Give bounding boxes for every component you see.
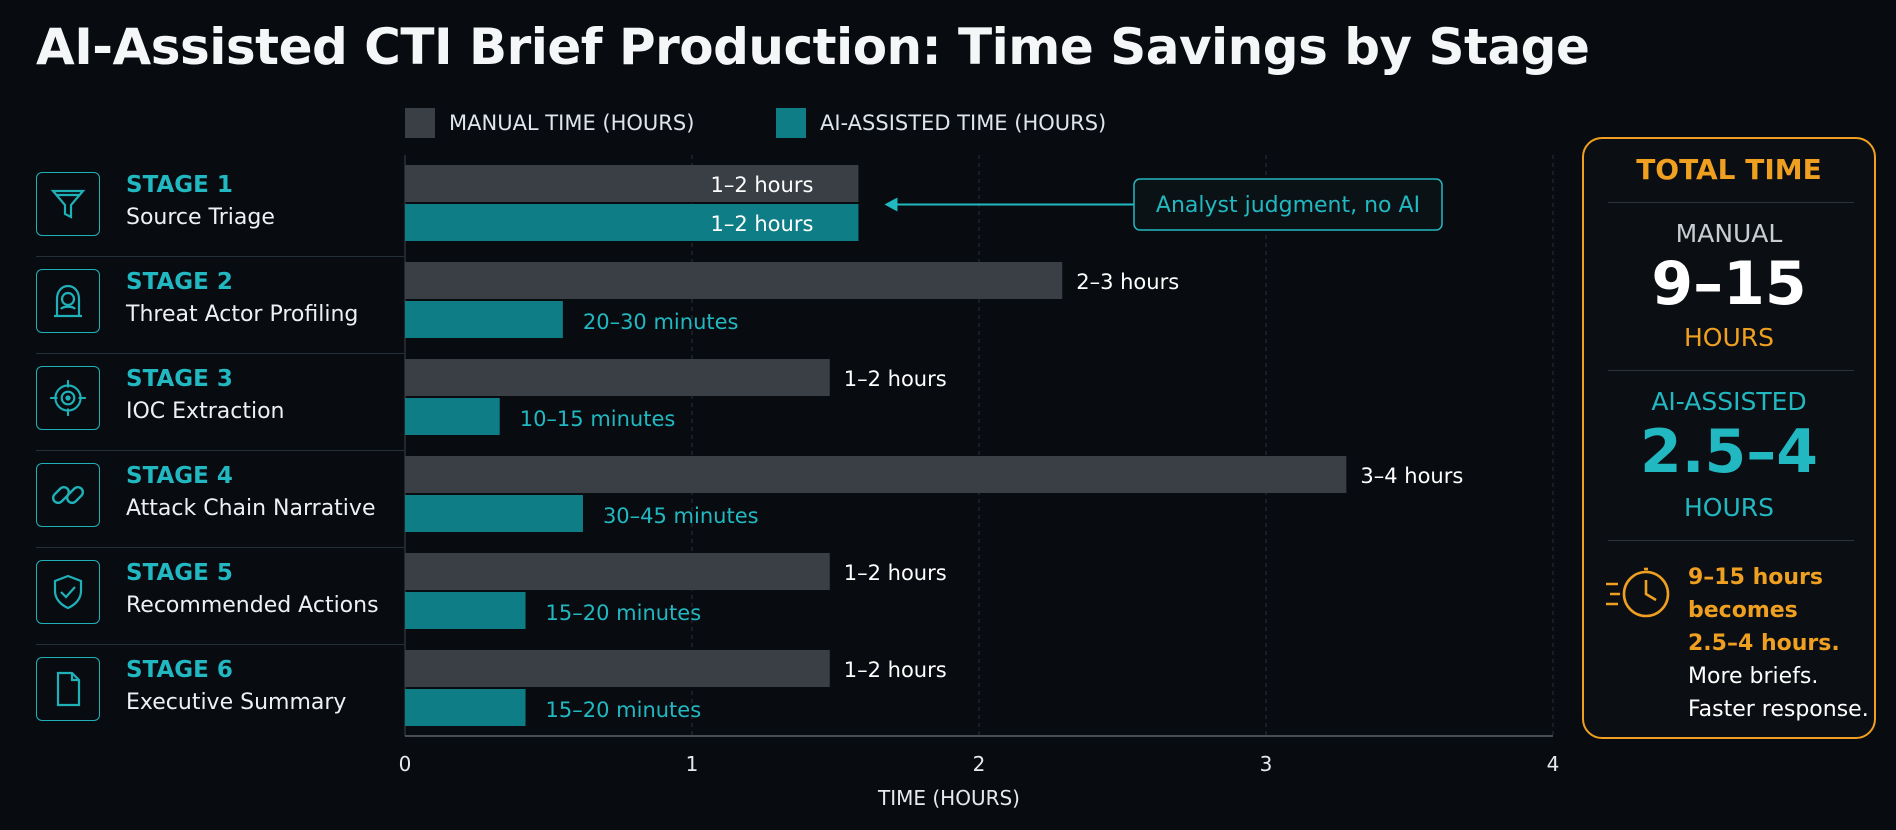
- stage-name: Recommended Actions: [126, 593, 379, 618]
- bar-ai: [405, 398, 500, 435]
- label-ai: 15–20 minutes: [546, 698, 702, 722]
- document-icon: [36, 657, 100, 721]
- callout-line-5: Faster response.: [1688, 697, 1869, 722]
- label-ai: 1–2 hours: [710, 212, 813, 236]
- stage-number: STAGE 4: [126, 463, 233, 489]
- legend-manual: MANUAL TIME (HOURS): [405, 108, 694, 138]
- funnel-icon: [36, 172, 100, 236]
- x-tick-label: 2: [973, 752, 986, 776]
- stage-list: STAGE 1 Source Triage STAGE 2 Threat Act…: [36, 160, 404, 742]
- label-manual: 2–3 hours: [1076, 270, 1179, 294]
- bar-manual: [405, 456, 1347, 493]
- annotation-box: [1133, 178, 1443, 231]
- summary-callout-highlight: 9–15 hours becomes 2.5–4 hours.: [1688, 561, 1840, 660]
- callout-line-3: 2.5–4 hours.: [1688, 631, 1840, 656]
- bar-ai: [405, 592, 526, 629]
- bar-ai: [405, 689, 526, 726]
- label-ai: 15–20 minutes: [546, 601, 702, 625]
- bar-manual: [405, 359, 830, 396]
- annotation-arrowhead: [884, 197, 898, 212]
- summary-manual-label: MANUAL: [1675, 219, 1783, 248]
- label-manual: 1–2 hours: [844, 561, 947, 585]
- label-ai: 30–45 minutes: [603, 504, 759, 528]
- chain-link-icon: [36, 463, 100, 527]
- label-manual: 1–2 hours: [844, 367, 947, 391]
- stage-number: STAGE 2: [126, 269, 233, 295]
- x-tick-label: 1: [686, 752, 699, 776]
- x-tick-label: 4: [1547, 752, 1560, 776]
- stage-name: Executive Summary: [126, 690, 347, 715]
- summary-callout-tail: More briefs. Faster response.: [1688, 660, 1869, 726]
- stage-number: STAGE 6: [126, 657, 233, 683]
- stage-row-3: STAGE 3 IOC Extraction: [36, 354, 404, 451]
- label-manual: 1–2 hours: [710, 173, 813, 197]
- summary-ai-unit: HOURS: [1683, 493, 1774, 522]
- x-tick-label: 3: [1260, 752, 1273, 776]
- stage-row-6: STAGE 6 Executive Summary: [36, 645, 404, 742]
- bar-ai: [405, 495, 583, 532]
- bar-manual: [405, 650, 830, 687]
- stage-name: IOC Extraction: [126, 399, 285, 424]
- bar-ai: [405, 204, 859, 241]
- label-manual: 3–4 hours: [1360, 464, 1463, 488]
- stage-number: STAGE 1: [126, 172, 233, 198]
- callout-line-2: becomes: [1688, 598, 1798, 623]
- summary-manual-unit: HOURS: [1683, 323, 1774, 352]
- summary-ai-value: 2.5–4: [1639, 417, 1819, 487]
- legend-ai-label: AI-ASSISTED TIME (HOURS): [820, 111, 1107, 135]
- x-tick-label: 0: [399, 752, 412, 776]
- bar-manual: [405, 262, 1063, 299]
- shield-check-icon: [36, 560, 100, 624]
- target-crosshair-icon: [36, 366, 100, 430]
- legend-ai-swatch: [776, 108, 806, 138]
- stage-row-2: STAGE 2 Threat Actor Profiling: [36, 257, 404, 354]
- page-title: AI-Assisted CTI Brief Production: Time S…: [36, 18, 1590, 76]
- annotation-text: Analyst judgment, no AI: [1156, 193, 1420, 218]
- callout-line-4: More briefs.: [1688, 664, 1819, 689]
- stage-row-1: STAGE 1 Source Triage: [36, 160, 404, 257]
- bar-ai: [405, 301, 563, 338]
- stage-name: Source Triage: [126, 205, 275, 230]
- summary-manual-value: 9–15: [1651, 249, 1807, 319]
- bar-manual: [405, 165, 859, 202]
- x-axis-title: TIME (HOURS): [877, 786, 1020, 810]
- total-time-panel: TOTAL TIME MANUAL 9–15 HOURS AI-ASSISTED…: [1582, 137, 1876, 739]
- stage-number: STAGE 5: [126, 560, 233, 586]
- fast-clock-icon: [1602, 561, 1676, 631]
- legend-ai: AI-ASSISTED TIME (HOURS): [776, 108, 1106, 138]
- callout-line-1: 9–15 hours: [1688, 565, 1823, 590]
- legend-manual-swatch: [405, 108, 435, 138]
- label-ai: 10–15 minutes: [520, 407, 676, 431]
- stage-row-5: STAGE 5 Recommended Actions: [36, 548, 404, 645]
- stage-name: Attack Chain Narrative: [126, 496, 376, 521]
- label-ai: 20–30 minutes: [583, 310, 739, 334]
- summary-title: TOTAL TIME: [1636, 153, 1822, 186]
- hooded-hacker-icon: [36, 269, 100, 333]
- legend-manual-label: MANUAL TIME (HOURS): [449, 111, 695, 135]
- stage-row-4: STAGE 4 Attack Chain Narrative: [36, 451, 404, 548]
- stage-number: STAGE 3: [126, 366, 233, 392]
- stage-name: Threat Actor Profiling: [126, 302, 359, 327]
- label-manual: 1–2 hours: [844, 658, 947, 682]
- summary-ai-label: AI-ASSISTED: [1651, 387, 1807, 416]
- bar-manual: [405, 553, 830, 590]
- bar-chart: 1–2 hours 1–2 hours 2–3 hours 20–30 minutes…: [399, 155, 1560, 810]
